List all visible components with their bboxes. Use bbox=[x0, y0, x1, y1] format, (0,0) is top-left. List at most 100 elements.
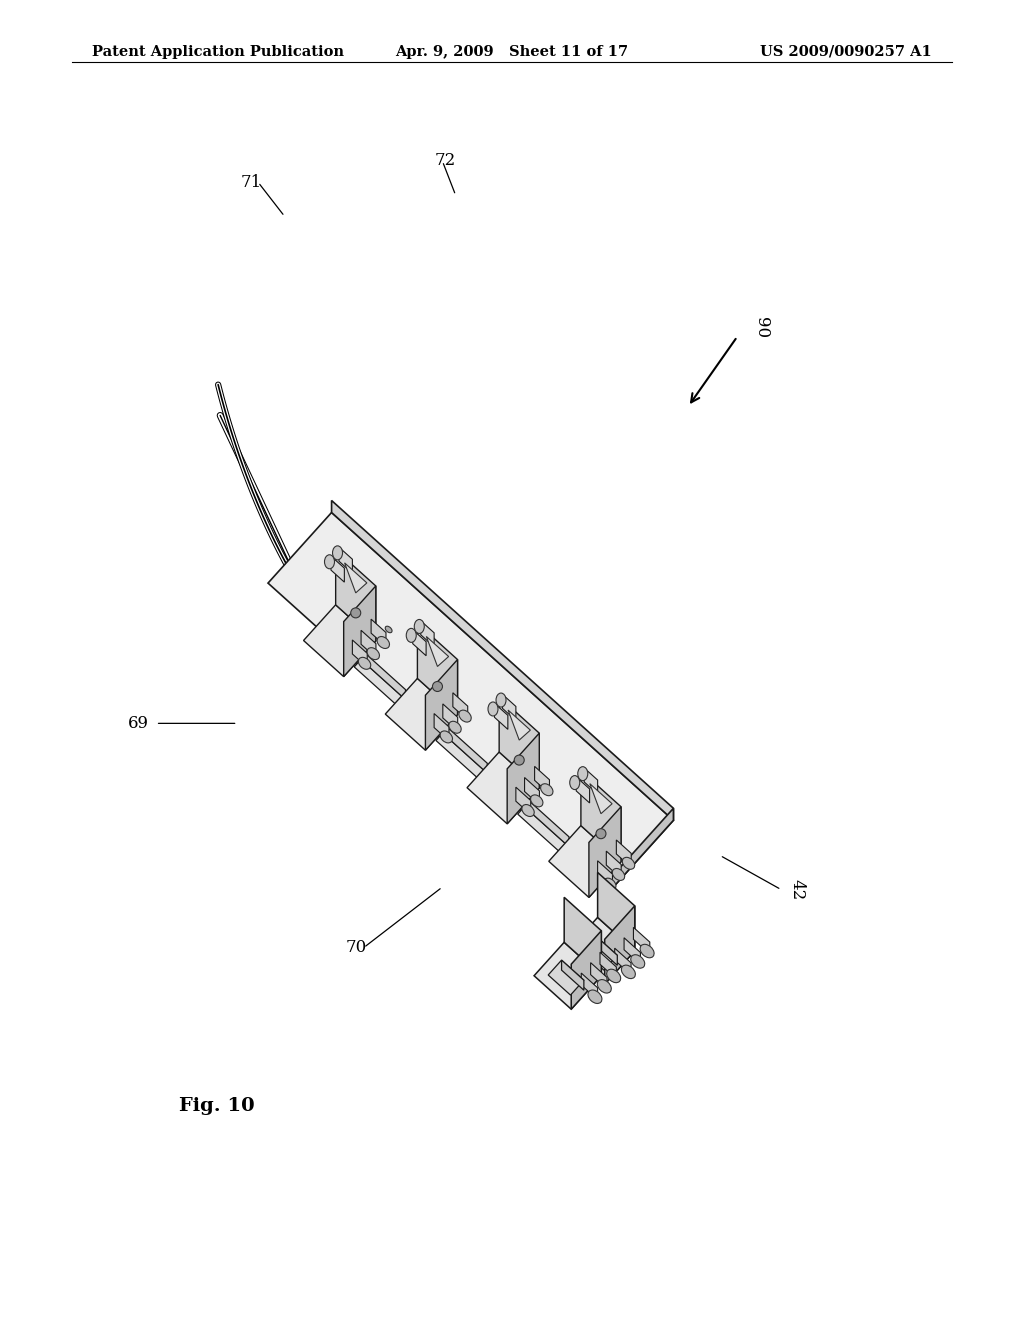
Polygon shape bbox=[495, 704, 508, 730]
Polygon shape bbox=[581, 771, 621, 862]
Polygon shape bbox=[582, 973, 598, 999]
Polygon shape bbox=[616, 840, 631, 867]
Polygon shape bbox=[503, 694, 516, 721]
Polygon shape bbox=[548, 960, 584, 995]
Ellipse shape bbox=[640, 944, 654, 958]
Ellipse shape bbox=[377, 636, 389, 648]
Polygon shape bbox=[442, 723, 487, 774]
Ellipse shape bbox=[519, 747, 525, 754]
Polygon shape bbox=[332, 500, 674, 820]
Polygon shape bbox=[614, 948, 631, 975]
Polygon shape bbox=[524, 777, 540, 805]
Text: Apr. 9, 2009   Sheet 11 of 17: Apr. 9, 2009 Sheet 11 of 17 bbox=[395, 45, 629, 59]
Polygon shape bbox=[418, 623, 458, 714]
Polygon shape bbox=[518, 807, 569, 854]
Polygon shape bbox=[425, 660, 458, 750]
Polygon shape bbox=[535, 767, 550, 793]
Polygon shape bbox=[549, 825, 621, 898]
Ellipse shape bbox=[325, 554, 335, 569]
Ellipse shape bbox=[333, 546, 342, 560]
Polygon shape bbox=[589, 807, 621, 898]
Text: 42: 42 bbox=[788, 879, 806, 900]
Text: 69: 69 bbox=[127, 715, 148, 731]
Polygon shape bbox=[577, 777, 590, 803]
Polygon shape bbox=[413, 630, 426, 656]
Text: Patent Application Publication: Patent Application Publication bbox=[92, 45, 344, 59]
Polygon shape bbox=[436, 733, 487, 780]
Polygon shape bbox=[634, 928, 650, 954]
Polygon shape bbox=[561, 960, 584, 990]
Polygon shape bbox=[571, 931, 601, 1010]
Polygon shape bbox=[467, 752, 540, 824]
Polygon shape bbox=[453, 693, 468, 721]
Text: 70: 70 bbox=[346, 940, 367, 956]
Polygon shape bbox=[600, 952, 616, 979]
Circle shape bbox=[514, 755, 524, 766]
Text: Fig. 10: Fig. 10 bbox=[179, 1097, 255, 1115]
Ellipse shape bbox=[541, 784, 553, 796]
Ellipse shape bbox=[488, 702, 498, 715]
Ellipse shape bbox=[459, 710, 471, 722]
Polygon shape bbox=[434, 714, 449, 741]
Polygon shape bbox=[591, 962, 607, 990]
Polygon shape bbox=[585, 768, 598, 795]
Polygon shape bbox=[352, 640, 368, 668]
Polygon shape bbox=[421, 620, 434, 647]
Ellipse shape bbox=[449, 721, 461, 733]
Ellipse shape bbox=[440, 731, 453, 743]
Ellipse shape bbox=[603, 878, 616, 890]
Text: 71: 71 bbox=[241, 174, 261, 191]
Polygon shape bbox=[606, 851, 622, 879]
Ellipse shape bbox=[496, 693, 506, 708]
Polygon shape bbox=[360, 649, 406, 700]
Polygon shape bbox=[535, 942, 601, 1010]
Ellipse shape bbox=[358, 657, 371, 669]
Polygon shape bbox=[595, 936, 617, 965]
Polygon shape bbox=[344, 586, 376, 677]
Polygon shape bbox=[567, 917, 635, 985]
Ellipse shape bbox=[569, 776, 580, 789]
Ellipse shape bbox=[578, 767, 588, 780]
Polygon shape bbox=[499, 697, 540, 788]
Polygon shape bbox=[303, 605, 376, 677]
Ellipse shape bbox=[367, 648, 380, 660]
Text: 72: 72 bbox=[435, 152, 456, 169]
Polygon shape bbox=[331, 556, 344, 582]
Polygon shape bbox=[354, 660, 406, 708]
Polygon shape bbox=[590, 784, 612, 813]
Polygon shape bbox=[598, 861, 612, 888]
Polygon shape bbox=[385, 678, 458, 750]
Polygon shape bbox=[624, 937, 640, 965]
Polygon shape bbox=[564, 898, 601, 975]
Ellipse shape bbox=[385, 626, 392, 632]
Ellipse shape bbox=[522, 804, 535, 817]
Ellipse shape bbox=[631, 954, 645, 968]
Polygon shape bbox=[361, 630, 376, 657]
Ellipse shape bbox=[612, 869, 625, 880]
Polygon shape bbox=[345, 562, 367, 593]
Polygon shape bbox=[598, 873, 635, 950]
Polygon shape bbox=[582, 936, 617, 970]
Polygon shape bbox=[339, 548, 352, 573]
Ellipse shape bbox=[530, 795, 543, 807]
Circle shape bbox=[596, 829, 606, 838]
Polygon shape bbox=[508, 710, 530, 741]
Polygon shape bbox=[524, 797, 569, 847]
Ellipse shape bbox=[588, 990, 602, 1003]
Polygon shape bbox=[610, 808, 674, 891]
Text: 90: 90 bbox=[753, 317, 770, 338]
Polygon shape bbox=[336, 550, 376, 642]
Polygon shape bbox=[371, 619, 386, 647]
Polygon shape bbox=[604, 906, 635, 985]
Ellipse shape bbox=[407, 628, 416, 643]
Polygon shape bbox=[426, 636, 449, 667]
Polygon shape bbox=[507, 733, 540, 824]
Ellipse shape bbox=[622, 965, 635, 978]
Ellipse shape bbox=[623, 857, 635, 870]
Ellipse shape bbox=[606, 969, 621, 982]
Circle shape bbox=[351, 609, 360, 618]
Circle shape bbox=[432, 681, 442, 692]
Text: US 2009/0090257 A1: US 2009/0090257 A1 bbox=[760, 45, 932, 59]
Polygon shape bbox=[516, 787, 530, 814]
Polygon shape bbox=[268, 512, 674, 891]
